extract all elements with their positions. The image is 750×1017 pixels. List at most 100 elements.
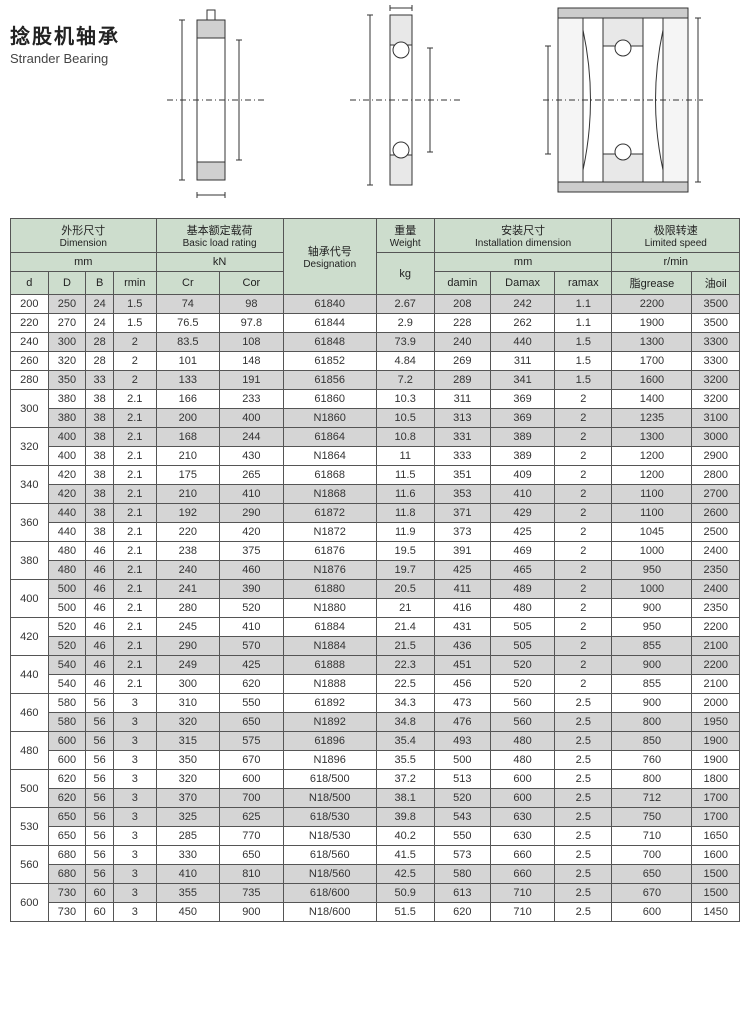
cell: 3 (114, 903, 157, 922)
table-row: 520462.1290570N188421.543650528552100 (11, 637, 740, 656)
cell: 456 (434, 675, 490, 694)
table-row: 4806005633155756189635.44934802.58501900 (11, 732, 740, 751)
cell: 56 (86, 846, 114, 865)
cell: 3 (114, 732, 157, 751)
cell: 249 (156, 656, 220, 675)
cell: 390 (220, 580, 284, 599)
cell: 61840 (283, 295, 376, 314)
cell: 38 (86, 428, 114, 447)
cell: 520 (48, 637, 86, 656)
cell: 46 (86, 599, 114, 618)
cell: 2 (555, 504, 612, 523)
cell: 262 (491, 314, 555, 333)
hdr-speed-en: Limited speed (614, 238, 737, 249)
cell-d: 440 (11, 656, 49, 694)
cell: 2 (555, 390, 612, 409)
cell: 46 (86, 561, 114, 580)
cell: 2400 (692, 580, 740, 599)
cell: 56 (86, 865, 114, 884)
cell: 11.9 (376, 523, 434, 542)
cell: 3200 (692, 371, 740, 390)
cell: 3300 (692, 333, 740, 352)
cell: 1.5 (114, 295, 157, 314)
cell: 520 (434, 789, 490, 808)
cell: 670 (220, 751, 284, 770)
cell: 46 (86, 580, 114, 599)
cell: 42.5 (376, 865, 434, 884)
cell: 2 (555, 523, 612, 542)
cell: 1300 (612, 333, 692, 352)
cell-d: 400 (11, 580, 49, 618)
cell: 38 (86, 485, 114, 504)
cell: 425 (434, 561, 490, 580)
cell: 35.5 (376, 751, 434, 770)
cell: 420 (220, 523, 284, 542)
cell: 465 (491, 561, 555, 580)
cell: 350 (156, 751, 220, 770)
cell: 1650 (692, 827, 740, 846)
title-block: 捻股机轴承 Strander Bearing (10, 0, 130, 66)
cell: 38 (86, 504, 114, 523)
cell: 2.5 (555, 732, 612, 751)
cell: 330 (156, 846, 220, 865)
cell: 7.2 (376, 371, 434, 390)
cell: 38 (86, 466, 114, 485)
cell: 650 (48, 808, 86, 827)
cell: 11.8 (376, 504, 434, 523)
hdr-Cr: Cr (156, 272, 220, 295)
cell: 269 (434, 352, 490, 371)
cell: 280 (156, 599, 220, 618)
table-row: 530650563325625618/53039.85436302.575017… (11, 808, 740, 827)
cell: 2.5 (555, 827, 612, 846)
cell: 60 (86, 903, 114, 922)
cell: 409 (491, 466, 555, 485)
cell: 570 (220, 637, 284, 656)
cell: 580 (48, 713, 86, 732)
cell: 391 (434, 542, 490, 561)
cell: 469 (491, 542, 555, 561)
cell: 520 (491, 656, 555, 675)
cell: 60 (86, 884, 114, 903)
cell: 56 (86, 789, 114, 808)
cell-d: 200 (11, 295, 49, 314)
cell: 39.8 (376, 808, 434, 827)
cell: 2 (555, 485, 612, 504)
cell: 420 (48, 485, 86, 504)
cell: 24 (86, 314, 114, 333)
cell: 450 (156, 903, 220, 922)
table-row: 730603450900N18/60051.56207102.56001450 (11, 903, 740, 922)
cell: 83.5 (156, 333, 220, 352)
cell: 3 (114, 808, 157, 827)
cell: 38 (86, 447, 114, 466)
table-row: 420382.1210410N186811.6353410211002700 (11, 485, 740, 504)
cell: 600 (491, 770, 555, 789)
cell: 33 (86, 371, 114, 390)
cell: 543 (434, 808, 490, 827)
cell: N1888 (283, 675, 376, 694)
table-row: 620563370700N18/50038.15206002.57121700 (11, 789, 740, 808)
cell: 460 (220, 561, 284, 580)
table-row: 280350332133191618567.22893411.516003200 (11, 371, 740, 390)
cell: 1450 (692, 903, 740, 922)
cell: 3200 (692, 390, 740, 409)
cell: 61856 (283, 371, 376, 390)
cell: 2.5 (555, 865, 612, 884)
cell: 500 (434, 751, 490, 770)
cell: 2.1 (114, 409, 157, 428)
cell: 2.1 (114, 428, 157, 447)
table-row: 200250241.57498618402.672082421.12200350… (11, 295, 740, 314)
cell: 750 (612, 808, 692, 827)
cell: 3 (114, 827, 157, 846)
cell: 480 (491, 599, 555, 618)
cell: 410 (156, 865, 220, 884)
cell: 710 (491, 884, 555, 903)
cell: 11.6 (376, 485, 434, 504)
cell: 620 (220, 675, 284, 694)
cell-d: 340 (11, 466, 49, 504)
cell: 233 (220, 390, 284, 409)
cell: 168 (156, 428, 220, 447)
table-row: 380480462.12383756187619.539146921000240… (11, 542, 740, 561)
table-row: 540462.1300620N188822.545652028552100 (11, 675, 740, 694)
cell: 10.3 (376, 390, 434, 409)
cell: 513 (434, 770, 490, 789)
